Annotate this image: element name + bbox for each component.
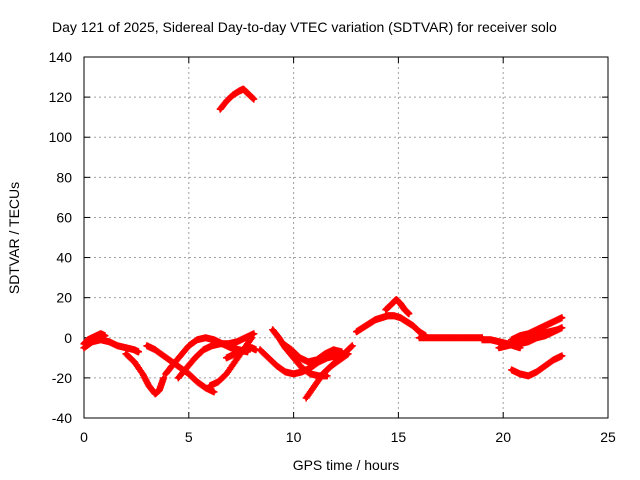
y-tick-label: 20 xyxy=(56,290,72,306)
y-tick-label: -40 xyxy=(52,410,72,426)
data-point xyxy=(558,324,566,332)
x-tick-label: 20 xyxy=(495,429,511,445)
x-tick-label: 0 xyxy=(80,429,88,445)
series-arc-6 xyxy=(174,330,258,382)
series-arc-8 xyxy=(216,85,258,113)
series-arc-12 xyxy=(279,340,346,366)
series-arc-9 xyxy=(223,344,260,362)
series-arc-16 xyxy=(382,296,413,318)
y-tick-label: 80 xyxy=(56,169,72,185)
x-tick-label: 5 xyxy=(185,429,193,445)
data-point xyxy=(405,310,413,318)
data-point xyxy=(558,314,566,322)
x-axis-label: GPS time / hours xyxy=(293,457,400,473)
data-point xyxy=(248,334,256,342)
x-tick-label: 15 xyxy=(391,429,407,445)
x-tick-label: 10 xyxy=(286,429,302,445)
series-arc-14 xyxy=(315,342,356,382)
y-tick-label: 0 xyxy=(64,330,72,346)
data-series xyxy=(80,85,566,402)
y-tick-label: 100 xyxy=(49,129,73,145)
series-arc-21 xyxy=(516,324,566,348)
plot-frame xyxy=(83,56,609,419)
y-tick-labels: -40 -20 0 20 40 60 80 100 120 140 xyxy=(49,49,73,426)
y-tick-label: 120 xyxy=(49,89,73,105)
grid-lines xyxy=(84,57,608,418)
series-arc-22 xyxy=(508,352,566,380)
data-point xyxy=(250,330,258,338)
series-arc-2 xyxy=(80,336,142,356)
series-arc-17 xyxy=(415,334,486,342)
x-tick-label: 25 xyxy=(600,429,616,445)
series-arc-15 xyxy=(352,312,430,340)
data-point xyxy=(210,388,218,396)
y-axis-label: SDTVAR / TECUs xyxy=(6,182,22,294)
data-point xyxy=(347,343,355,351)
y-tick-label: -20 xyxy=(52,370,72,386)
data-point xyxy=(250,95,258,103)
y-tick-label: 140 xyxy=(49,49,73,65)
data-point xyxy=(247,335,255,343)
data-point xyxy=(558,352,566,360)
y-tick-label: 60 xyxy=(56,209,72,225)
data-point xyxy=(348,342,356,350)
data-point xyxy=(160,374,168,382)
y-tick-label: 40 xyxy=(56,250,72,266)
series-arc-20 xyxy=(508,314,566,344)
x-tick-labels: 0 5 10 15 20 25 xyxy=(80,429,616,445)
data-point xyxy=(134,348,142,356)
series-arc-3 xyxy=(122,350,168,398)
chart-title: Day 121 of 2025, Sidereal Day-to-day VTE… xyxy=(52,19,557,35)
axis-ticks xyxy=(83,56,609,419)
